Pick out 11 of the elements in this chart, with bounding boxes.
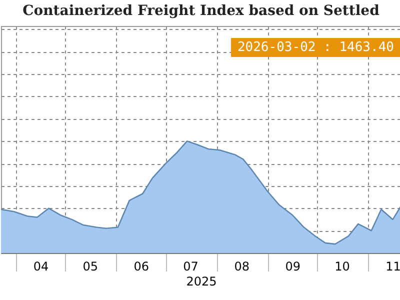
x-tick-label: 10 [334, 260, 350, 274]
x-tick-label: 05 [82, 260, 98, 274]
x-tick-label: 07 [183, 260, 198, 274]
value-tooltip: 2026-03-02 : 1463.40 [231, 38, 400, 57]
chart-title: Containerized Freight Index based on Settled [22, 3, 380, 19]
x-tick-label: 06 [134, 260, 150, 274]
x-tick-label: 09 [285, 260, 300, 274]
x-tick-label: 08 [234, 260, 250, 274]
x-tick-label: 11 [386, 260, 400, 274]
x-axis-title: 2025 [186, 274, 217, 288]
x-tick-label: 04 [33, 260, 49, 274]
